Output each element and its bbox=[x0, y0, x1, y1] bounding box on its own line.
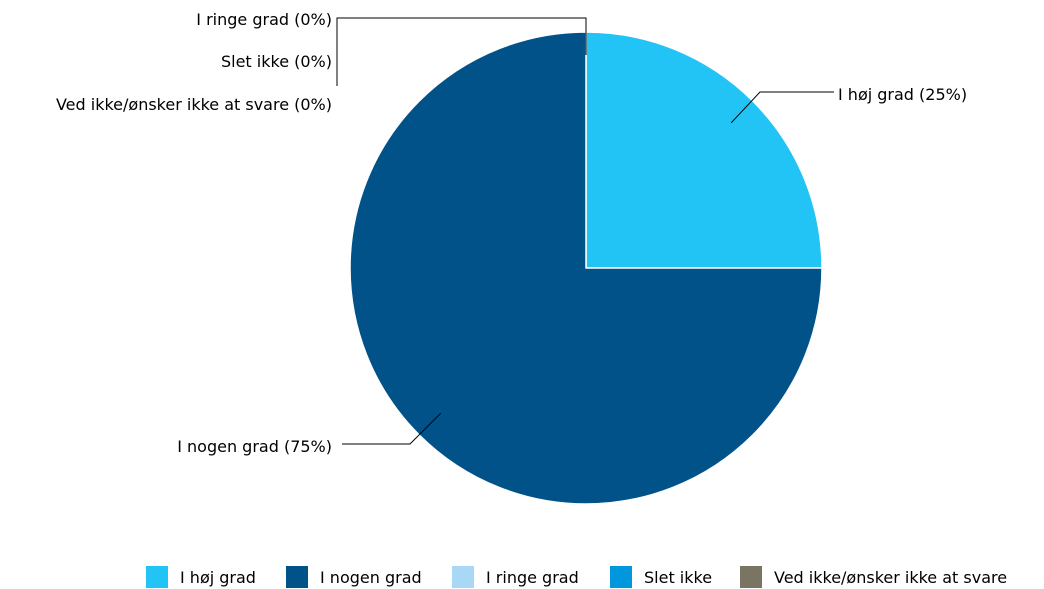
slice-label-slet-ikke: Slet ikke (0%) bbox=[221, 52, 332, 71]
legend-label-i-ringe-grad: I ringe grad bbox=[486, 568, 579, 587]
leader-line-zero-slices bbox=[336, 17, 587, 86]
legend-item-i-ringe-grad[interactable]: I ringe grad bbox=[452, 566, 579, 588]
legend-swatch-i-hoj-grad bbox=[146, 566, 168, 588]
slice-label-i-nogen-grad: I nogen grad (75%) bbox=[177, 437, 332, 456]
leader-line-i-hoj-grad bbox=[730, 91, 834, 124]
legend-swatch-ved-ikke-onsker-ikke-at-svare bbox=[740, 566, 762, 588]
legend-label-slet-ikke: Slet ikke bbox=[644, 568, 712, 587]
legend-item-ved-ikke-onsker-ikke-at-svare[interactable]: Ved ikke/ønsker ikke at svare bbox=[740, 566, 1007, 588]
legend-label-ved-ikke-onsker-ikke-at-svare: Ved ikke/ønsker ikke at svare bbox=[774, 568, 1007, 587]
slice-labels: I høj grad (25%) I nogen grad (75%) I ring… bbox=[56, 10, 967, 456]
slice-label-i-hoj-grad: I høj grad (25%) bbox=[838, 85, 967, 104]
legend-item-slet-ikke[interactable]: Slet ikke bbox=[610, 566, 712, 588]
legend-swatch-i-ringe-grad bbox=[452, 566, 474, 588]
legend-label-i-nogen-grad: I nogen grad bbox=[320, 568, 422, 587]
legend: I høj grad I nogen grad I ringe grad Slet i… bbox=[146, 566, 1007, 588]
leader-line-i-nogen-grad bbox=[342, 412, 442, 445]
legend-label-i-hoj-grad: I høj grad bbox=[180, 568, 256, 587]
pie-slices bbox=[349, 31, 823, 505]
legend-item-i-hoj-grad[interactable]: I høj grad bbox=[146, 566, 256, 588]
legend-swatch-i-nogen-grad bbox=[286, 566, 308, 588]
pie-slice-i-hoj-grad bbox=[585, 31, 823, 269]
legend-swatch-slet-ikke bbox=[610, 566, 632, 588]
slice-label-i-ringe-grad: I ringe grad (0%) bbox=[196, 10, 332, 29]
legend-item-i-nogen-grad[interactable]: I nogen grad bbox=[286, 566, 422, 588]
slice-label-ved-ikke-onsker-ikke-at-svare: Ved ikke/ønsker ikke at svare (0%) bbox=[56, 95, 332, 114]
